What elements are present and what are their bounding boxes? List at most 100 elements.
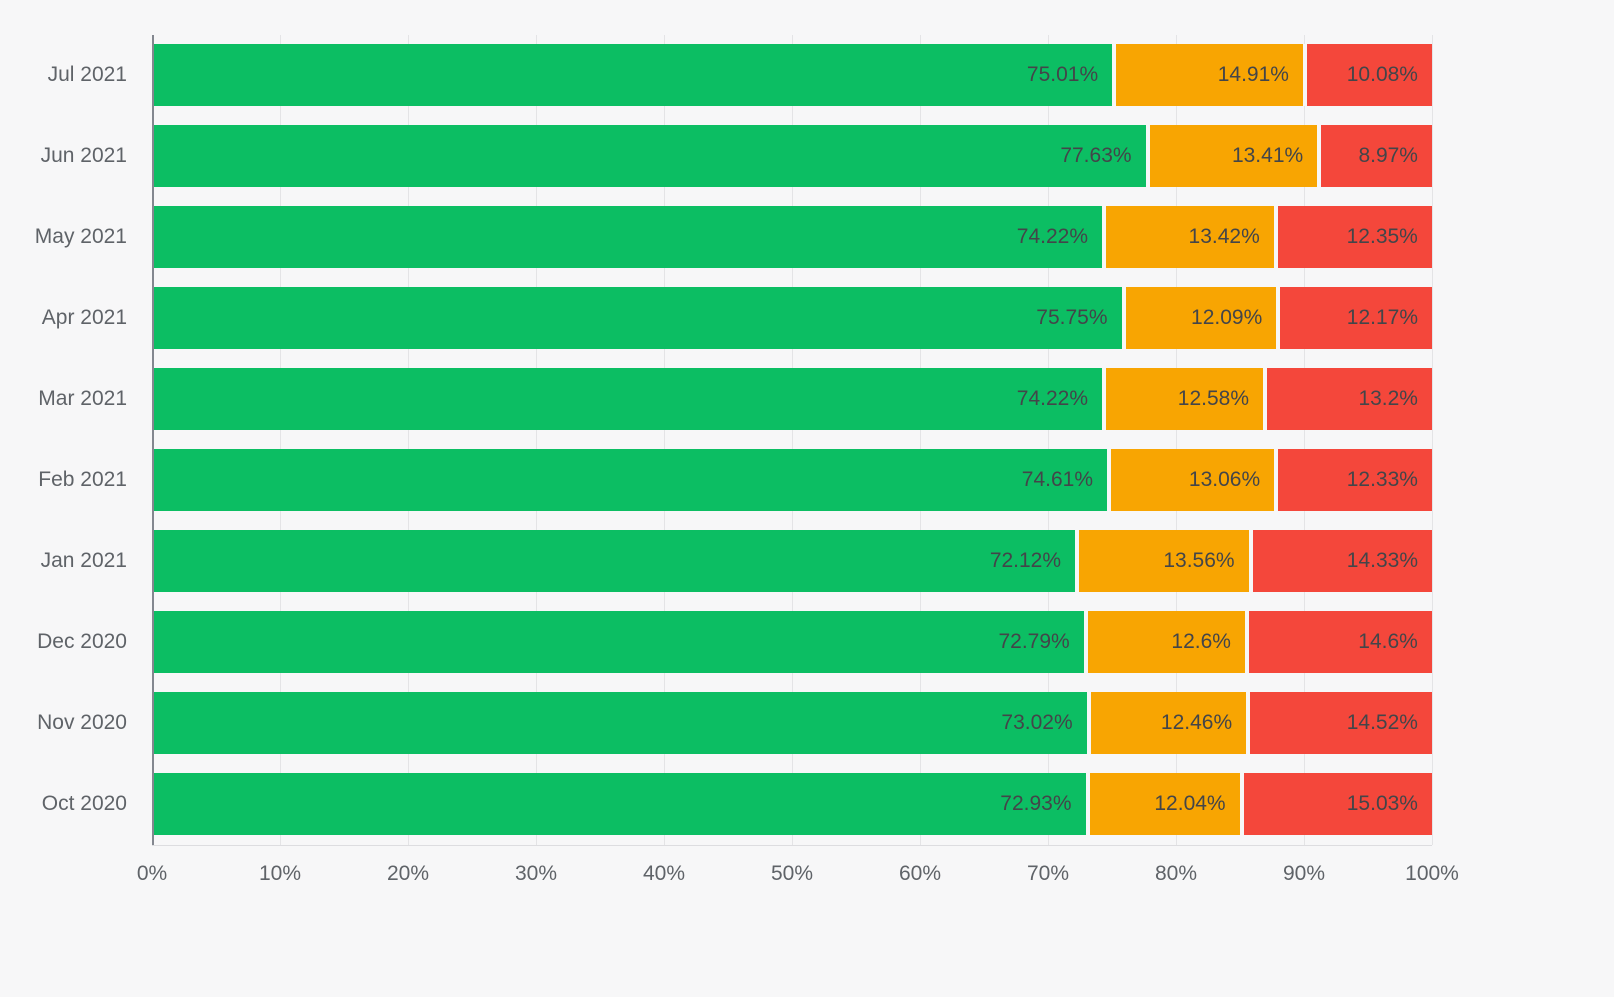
y-axis-label: Apr 2021: [41, 306, 127, 329]
red-segment[interactable]: 15.03%: [1239, 773, 1432, 835]
x-axis-tick-label: 40%: [642, 862, 686, 885]
segment-value-label: 12.09%: [1191, 306, 1263, 329]
bar-row: Dec 2020 72.79% 12.6% 14.6%: [37, 611, 1432, 673]
x-axis-tick-label: 20%: [386, 862, 430, 885]
green-segment[interactable]: 72.93%: [152, 773, 1086, 835]
segment-value-label: 75.01%: [1026, 63, 1099, 86]
x-axis-tick-label: 80%: [1154, 862, 1198, 885]
y-axis-label: Jul 2021: [47, 63, 127, 86]
segment-value-label: 72.12%: [989, 549, 1062, 572]
stacked-bar: 73.02% 12.46% 14.52%: [152, 692, 1432, 754]
x-axis-tick-label: 70%: [1026, 862, 1070, 885]
red-segment[interactable]: 14.52%: [1246, 692, 1432, 754]
bar-row: Jan 2021 72.12% 13.56% 14.33%: [41, 530, 1432, 592]
segment-value-label: 74.61%: [1021, 468, 1093, 491]
red-segment[interactable]: 8.97%: [1317, 125, 1432, 187]
orange-segment[interactable]: 12.58%: [1102, 368, 1264, 430]
segment-value-label: 74.22%: [1016, 225, 1089, 248]
segment-value-label: 10.08%: [1346, 63, 1418, 86]
orange-segment[interactable]: 12.6%: [1083, 611, 1245, 673]
green-segment[interactable]: 72.79%: [152, 611, 1084, 673]
green-segment[interactable]: 75.75%: [152, 287, 1122, 349]
segment-value-label: 12.58%: [1177, 387, 1250, 410]
bar-row: Oct 2020 72.93% 12.04% 15.03%: [42, 773, 1432, 835]
green-segment[interactable]: 74.22%: [152, 206, 1103, 268]
segment-value-label: 75.75%: [1036, 306, 1108, 329]
gridline: [1432, 35, 1433, 845]
segment-value-label: 12.35%: [1346, 225, 1418, 248]
segment-value-label: 12.17%: [1346, 306, 1418, 329]
segment-value-label: 13.56%: [1163, 549, 1235, 572]
segment-value-label: 13.42%: [1188, 225, 1260, 248]
red-segment[interactable]: 12.17%: [1276, 287, 1432, 349]
stacked-bar: 75.75% 12.09% 12.17%: [152, 287, 1432, 349]
x-axis-tick-label: 10%: [258, 862, 302, 885]
segment-value-label: 77.63%: [1060, 144, 1132, 167]
segment-value-label: 15.03%: [1346, 792, 1418, 815]
orange-segment[interactable]: 12.09%: [1121, 287, 1277, 349]
x-axis-tick-label: 60%: [898, 862, 942, 885]
segment-value-label: 14.52%: [1346, 711, 1418, 734]
bar-row: Jun 2021 77.63% 13.41% 8.97%: [41, 125, 1432, 187]
bar-rows: Jul 2021 75.01% 14.91% 10.08% Jun 2021 77.63%…: [35, 35, 1432, 845]
x-axis-tick-label: 100%: [1405, 862, 1459, 885]
y-axis-label: Mar 2021: [38, 387, 127, 410]
bar-row: May 2021 74.22% 13.42% 12.35%: [35, 206, 1432, 268]
green-segment[interactable]: 74.22%: [152, 368, 1103, 430]
segment-value-label: 72.79%: [998, 630, 1070, 653]
segment-value-label: 13.2%: [1358, 387, 1418, 410]
red-segment[interactable]: 12.35%: [1273, 206, 1432, 268]
segment-value-label: 12.46%: [1160, 711, 1233, 734]
stacked-bar: 74.22% 12.58% 13.2%: [152, 368, 1432, 430]
orange-segment[interactable]: 12.46%: [1086, 692, 1247, 754]
red-segment[interactable]: 12.33%: [1274, 449, 1432, 511]
segment-value-label: 73.02%: [1001, 711, 1073, 734]
red-segment[interactable]: 14.33%: [1248, 530, 1432, 592]
stacked-bar-chart: Jul 2021 75.01% 14.91% 10.08% Jun 2021 77.63%…: [0, 35, 1459, 896]
segment-value-label: 13.41%: [1231, 144, 1304, 167]
y-axis-label: May 2021: [34, 225, 127, 248]
segment-value-label: 74.22%: [1016, 387, 1089, 410]
segment-value-label: 12.04%: [1154, 792, 1226, 815]
segment-value-label: 14.91%: [1217, 63, 1289, 86]
segment-value-label: 13.06%: [1188, 468, 1261, 491]
x-axis-tick-label: 50%: [770, 862, 814, 885]
orange-segment[interactable]: 13.06%: [1107, 449, 1275, 511]
plot-area: Jul 2021 75.01% 14.91% 10.08% Jun 2021 77.63%…: [35, 35, 1433, 846]
x-axis-tick-label: 30%: [514, 862, 558, 885]
y-axis-label: Dec 2020: [37, 630, 127, 653]
segment-value-label: 14.33%: [1346, 549, 1418, 572]
segment-value-label: 8.97%: [1358, 144, 1418, 167]
red-segment[interactable]: 13.2%: [1263, 368, 1432, 430]
segment-value-label: 72.93%: [1000, 792, 1072, 815]
stacked-bar: 75.01% 14.91% 10.08%: [152, 44, 1432, 106]
bar-row: Nov 2020 73.02% 12.46% 14.52%: [37, 692, 1432, 754]
red-segment[interactable]: 14.6%: [1244, 611, 1432, 673]
green-segment[interactable]: 77.63%: [152, 125, 1146, 187]
segment-value-label: 12.33%: [1346, 468, 1418, 491]
orange-segment[interactable]: 13.41%: [1145, 125, 1318, 187]
y-axis-label: Jan 2021: [40, 549, 127, 572]
bar-row: Apr 2021 75.75% 12.09% 12.17%: [42, 287, 1432, 349]
red-segment[interactable]: 10.08%: [1302, 44, 1432, 106]
green-segment[interactable]: 75.01%: [152, 44, 1113, 106]
x-axis-tick-label: 90%: [1282, 862, 1326, 885]
orange-segment[interactable]: 12.04%: [1085, 773, 1240, 835]
segment-value-label: 14.6%: [1358, 630, 1418, 653]
stacked-bar: 72.12% 13.56% 14.33%: [152, 530, 1432, 592]
x-axis-tick-label: 0%: [136, 862, 168, 885]
orange-segment[interactable]: 13.56%: [1075, 530, 1249, 592]
bar-row: Jul 2021 75.01% 14.91% 10.08%: [48, 44, 1432, 106]
orange-segment[interactable]: 14.91%: [1112, 44, 1303, 106]
y-axis-label: Nov 2020: [37, 711, 127, 734]
green-segment[interactable]: 73.02%: [152, 692, 1087, 754]
y-axis-label: Jun 2021: [40, 144, 127, 167]
green-segment[interactable]: 72.12%: [152, 530, 1076, 592]
y-axis-line: [152, 35, 154, 845]
x-axis: 0% 10% 20% 30% 40% 50% 60% 70% 80% 90% 100%: [137, 846, 1459, 896]
stacked-bar: 77.63% 13.41% 8.97%: [152, 125, 1432, 187]
green-segment[interactable]: 74.61%: [152, 449, 1107, 511]
y-axis-label: Feb 2021: [38, 468, 127, 491]
orange-segment[interactable]: 13.42%: [1102, 206, 1274, 268]
bar-row: Feb 2021 74.61% 13.06% 12.33%: [38, 449, 1432, 511]
